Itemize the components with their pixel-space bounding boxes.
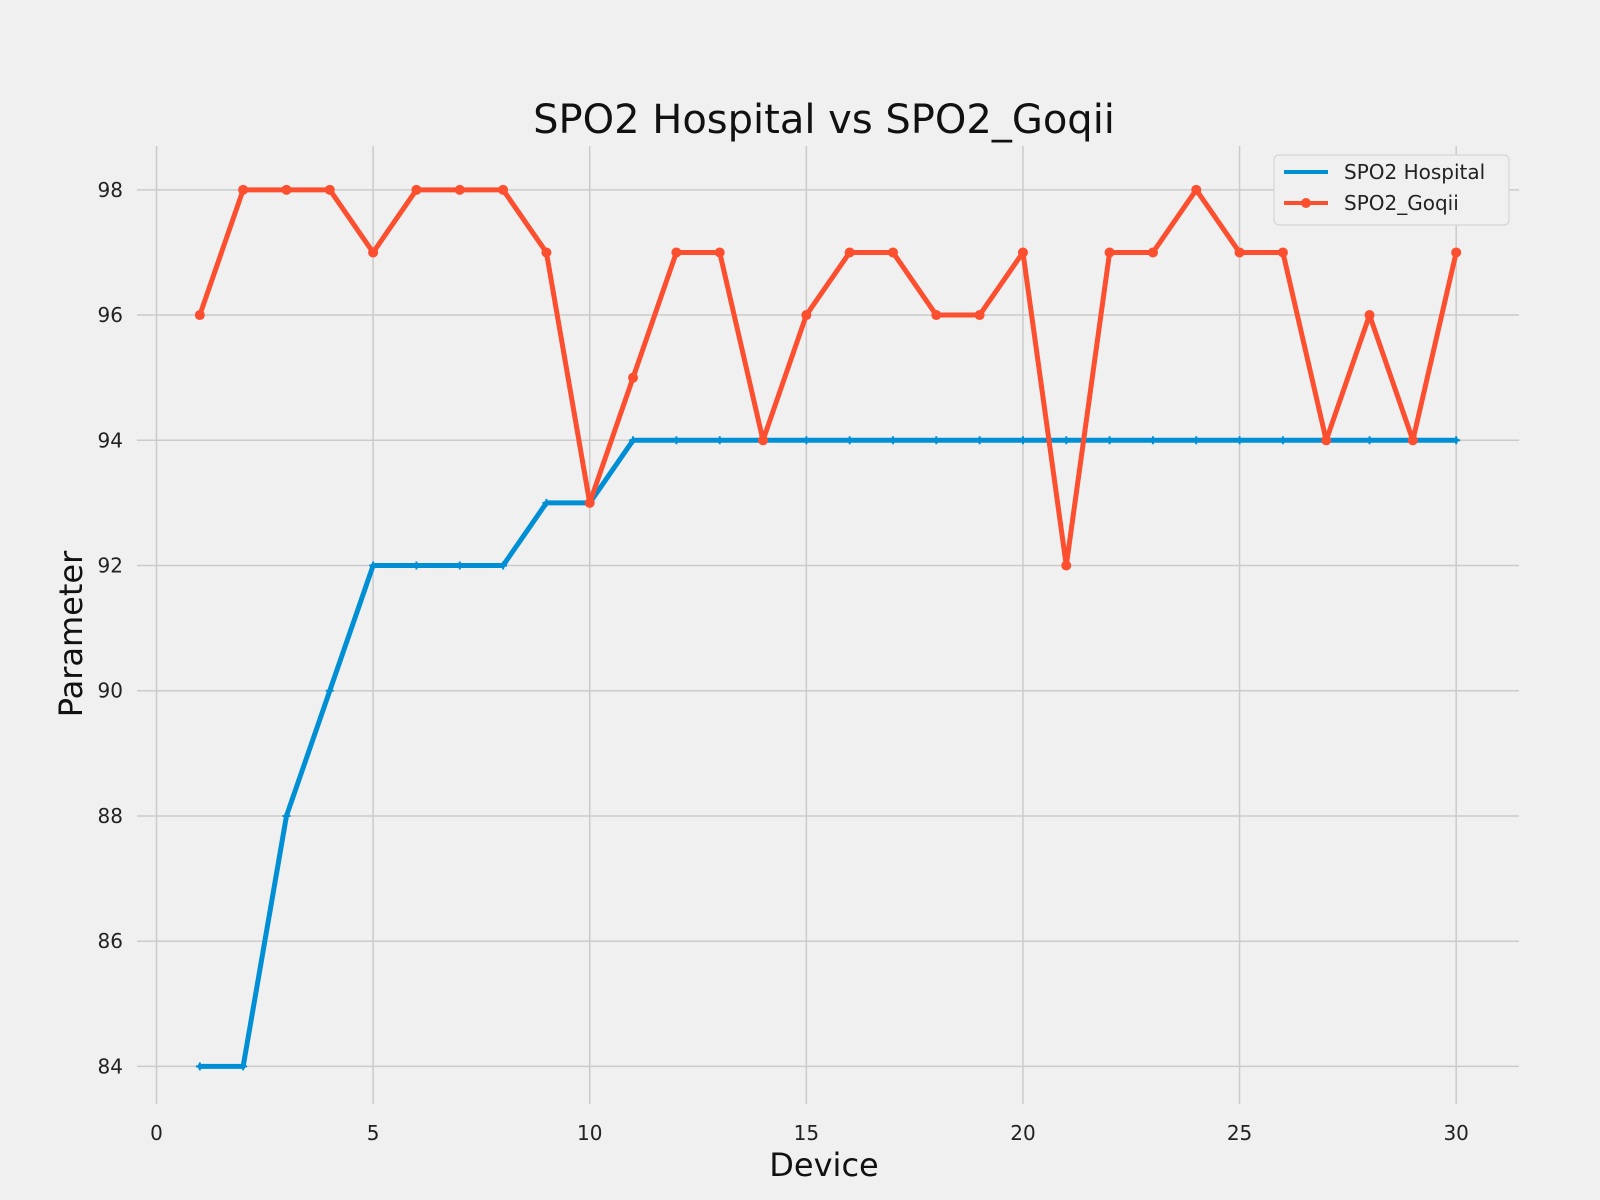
data-point: [584, 497, 595, 508]
data-point: [1018, 436, 1027, 445]
data-point: [499, 561, 508, 570]
data-point: [498, 184, 509, 195]
x-tick-label: 20: [1010, 1121, 1035, 1145]
data-point: [1191, 184, 1202, 195]
data-point: [974, 310, 985, 321]
data-point: [1147, 247, 1158, 258]
data-point: [194, 310, 205, 321]
data-point: [281, 184, 292, 195]
data-point: [672, 436, 681, 445]
data-point: [975, 436, 984, 445]
x-tick-label: 15: [794, 1121, 819, 1145]
tick-labels: 0 5 10 15 20 25 30 84 86 88 90 92 94 96 98: [98, 178, 1469, 1145]
series-spo2-goqii: [194, 184, 1462, 571]
data-point: [282, 811, 291, 820]
data-point: [195, 1062, 204, 1071]
y-tick-label: 86: [98, 929, 123, 953]
data-point: [1407, 435, 1418, 446]
data-point: [368, 247, 379, 258]
data-point: [628, 372, 639, 383]
grid: [137, 146, 1519, 1104]
series-layer: [194, 184, 1462, 1071]
data-point: [454, 184, 465, 195]
data-point: [541, 247, 552, 258]
data-point: [542, 498, 551, 507]
x-tick-label: 5: [367, 1121, 380, 1145]
data-point: [1321, 435, 1332, 446]
data-point: [1148, 436, 1157, 445]
data-point: [931, 310, 942, 321]
data-point: [714, 247, 725, 258]
data-point: [324, 184, 335, 195]
y-tick-label: 98: [98, 178, 123, 202]
data-point: [887, 247, 898, 258]
data-point: [932, 436, 941, 445]
y-tick-label: 84: [98, 1054, 123, 1078]
y-tick-label: 92: [98, 554, 123, 578]
data-point: [239, 1062, 248, 1071]
data-point: [845, 436, 854, 445]
data-point: [1105, 436, 1114, 445]
legend: SPO2 Hospital SPO2_Goqii: [1273, 154, 1510, 226]
y-tick-label: 94: [98, 428, 123, 452]
data-point: [758, 435, 769, 446]
data-point: [629, 436, 638, 445]
data-point: [411, 184, 422, 195]
series-line-spo2-goqii: [197, 187, 1459, 569]
data-point: [1277, 247, 1288, 258]
data-point: [1278, 436, 1287, 445]
x-axis-label: Device: [769, 1146, 878, 1184]
series-spo2-hospital: [195, 436, 1461, 1071]
x-tick-label: 10: [577, 1121, 602, 1145]
data-point: [412, 561, 421, 570]
data-point: [1452, 436, 1461, 445]
legend-marker-spo2-goqii: [1301, 198, 1311, 208]
legend-label-spo2-goqii: SPO2_Goqii: [1344, 191, 1459, 215]
data-point: [1364, 310, 1375, 321]
data-point: [1365, 436, 1374, 445]
y-axis-label: Parameter: [52, 550, 90, 717]
data-point: [1192, 436, 1201, 445]
chart-title: SPO2 Hospital vs SPO2_Goqii: [533, 97, 1115, 143]
data-point: [888, 436, 897, 445]
data-point: [802, 436, 811, 445]
data-point: [1061, 560, 1072, 571]
data-point: [844, 247, 855, 258]
x-tick-label: 30: [1443, 1121, 1468, 1145]
legend-box: [1273, 154, 1510, 226]
data-point: [1234, 247, 1245, 258]
data-point: [238, 184, 249, 195]
data-point: [1451, 247, 1462, 258]
y-tick-label: 88: [98, 804, 123, 828]
y-tick-label: 96: [98, 303, 123, 327]
x-tick-label: 0: [150, 1121, 163, 1145]
y-tick-label: 90: [98, 679, 123, 703]
data-point: [715, 436, 724, 445]
data-point: [369, 561, 378, 570]
data-point: [325, 686, 334, 695]
legend-label-spo2-hospital: SPO2 Hospital: [1344, 160, 1485, 184]
data-point: [1104, 247, 1115, 258]
data-point: [455, 561, 464, 570]
data-point: [671, 247, 682, 258]
series-line-spo2-hospital: [197, 437, 1459, 1069]
data-point: [1017, 247, 1028, 258]
data-point: [801, 310, 812, 321]
data-point: [1062, 436, 1071, 445]
data-point: [1235, 436, 1244, 445]
x-tick-label: 25: [1227, 1121, 1252, 1145]
